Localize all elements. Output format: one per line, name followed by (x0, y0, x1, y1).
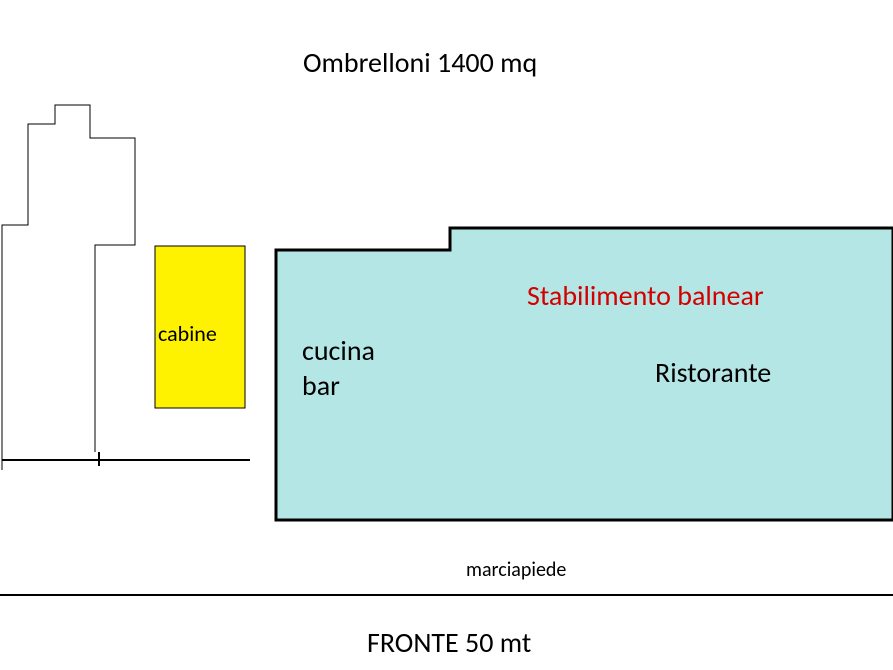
fronte-label: FRONTE 50 mt (367, 625, 531, 660)
cucina-label: cucina (302, 333, 375, 368)
shapes-layer (0, 0, 893, 670)
main-building-block (276, 228, 893, 520)
title-top-label: Ombrelloni 1400 mq (303, 45, 537, 80)
marciapiede-label: marciapiede (466, 558, 566, 582)
left-outline (2, 105, 135, 470)
stabilimento-label: Stabilimento balnear (527, 278, 764, 313)
cabine-label: cabine (158, 320, 217, 347)
floorplan-canvas: Ombrelloni 1400 mq cabine cucina bar Sta… (0, 0, 893, 670)
bar-label: bar (302, 368, 340, 403)
ristorante-label: Ristorante (655, 355, 771, 390)
